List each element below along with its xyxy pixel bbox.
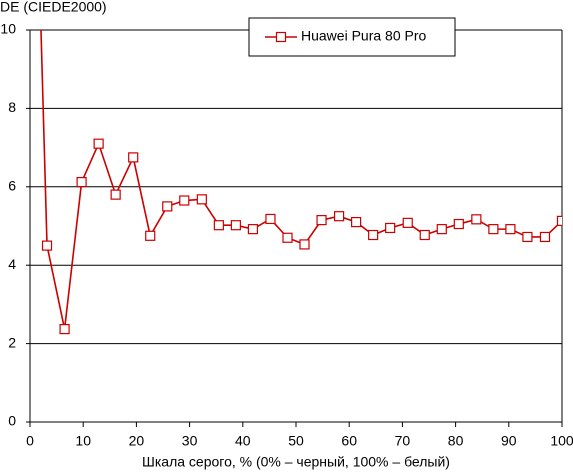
marker bbox=[539, 231, 551, 243]
x-tick-label: 20 bbox=[129, 433, 145, 449]
marker bbox=[93, 138, 104, 149]
x-tick-label: 0 bbox=[26, 433, 34, 449]
y-tick-label: 6 bbox=[8, 178, 16, 194]
x-tick-label: 100 bbox=[550, 433, 573, 449]
marker bbox=[247, 224, 259, 235]
marker bbox=[213, 220, 224, 231]
marker bbox=[145, 230, 156, 241]
marker bbox=[453, 218, 464, 230]
marker bbox=[179, 195, 190, 206]
legend-marker bbox=[275, 31, 287, 43]
x-tick-label: 40 bbox=[235, 433, 251, 449]
y-axis-label: DE (CIEDE2000) bbox=[0, 0, 107, 15]
marker bbox=[385, 222, 396, 234]
x-tick-label: 50 bbox=[288, 433, 304, 449]
x-tick-label: 90 bbox=[501, 433, 517, 449]
x-tick-label: 30 bbox=[182, 433, 198, 449]
marker bbox=[282, 232, 293, 243]
y-tick-label: 2 bbox=[8, 334, 16, 350]
marker bbox=[110, 189, 121, 200]
marker bbox=[471, 214, 482, 225]
marker bbox=[41, 240, 53, 251]
marker bbox=[419, 229, 430, 241]
marker bbox=[265, 213, 276, 225]
marker bbox=[351, 216, 362, 228]
y-tick-label: 0 bbox=[8, 413, 16, 429]
marker bbox=[76, 176, 87, 188]
marker bbox=[488, 224, 499, 235]
y-tick-label: 10 bbox=[0, 21, 16, 37]
marker bbox=[368, 229, 379, 241]
marker bbox=[522, 231, 533, 243]
marker bbox=[299, 239, 310, 250]
marker bbox=[196, 194, 207, 205]
y-tick-label: 8 bbox=[8, 99, 16, 115]
marker bbox=[128, 152, 139, 163]
legend-label: Huawei Pura 80 Pro bbox=[301, 28, 427, 44]
x-tick-label: 10 bbox=[75, 433, 91, 449]
y-tick-label: 4 bbox=[8, 256, 16, 272]
marker bbox=[436, 224, 447, 235]
x-tick-label: 70 bbox=[395, 433, 411, 449]
marker bbox=[230, 220, 241, 231]
marker bbox=[505, 224, 516, 235]
x-tick-label: 80 bbox=[448, 433, 464, 449]
marker bbox=[162, 201, 173, 212]
marker bbox=[333, 211, 345, 222]
marker bbox=[59, 323, 70, 335]
marker bbox=[402, 217, 413, 228]
marker bbox=[556, 215, 562, 227]
x-tick-label: 60 bbox=[341, 433, 357, 449]
x-axis-label: Шкала серого, % (0% – черный, 100% – бел… bbox=[142, 454, 450, 470]
marker bbox=[316, 215, 327, 226]
